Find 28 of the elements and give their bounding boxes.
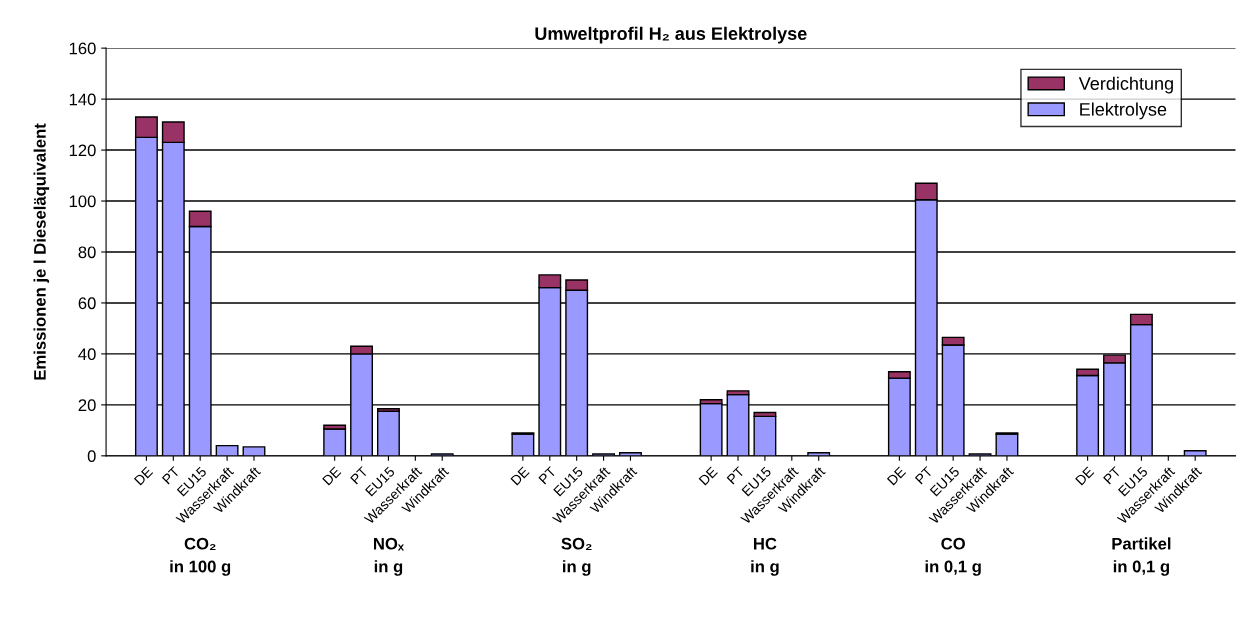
x-tick-label: DE <box>1075 466 1095 486</box>
y-tick-label: 140 <box>69 93 96 106</box>
y-tick-label: 60 <box>78 297 96 310</box>
x-tick-label: PT <box>538 466 557 485</box>
y-tick-label: 40 <box>78 348 96 361</box>
y-tick-label: 80 <box>78 246 96 259</box>
x-tick-label: PT <box>350 466 369 485</box>
chart-title: Umweltprofil H₂ aus Elektrolyse <box>535 26 807 44</box>
x-tick-label: DE <box>510 466 530 486</box>
y-tick-label: 0 <box>87 450 96 463</box>
y-tick-label: 120 <box>69 144 96 157</box>
y-tick-label: 100 <box>69 195 96 208</box>
text: HC in g <box>751 537 779 576</box>
legend-label: Verdichtung <box>1078 76 1173 94</box>
x-tick-label: DE <box>698 466 718 486</box>
y-tick-label: 160 <box>69 42 96 55</box>
text: NOₓ in g <box>374 537 405 576</box>
text: SO₂ in g <box>561 537 592 576</box>
text: CO in 0,1 g <box>925 537 981 576</box>
y-tick-label: 20 <box>78 399 96 412</box>
text: CO₂ in 100 g <box>170 537 231 576</box>
x-tick-label: DE <box>322 466 342 486</box>
text: Partikel in 0,1 g <box>1112 537 1171 576</box>
x-tick-label: DE <box>886 466 907 486</box>
x-tick-label: DE <box>133 466 154 486</box>
y-axis-title: Emissionen je l Dieseläquivalent <box>33 123 50 380</box>
x-tick-label: PT <box>1103 466 1122 485</box>
legend-label: Elektrolyse <box>1080 102 1167 120</box>
